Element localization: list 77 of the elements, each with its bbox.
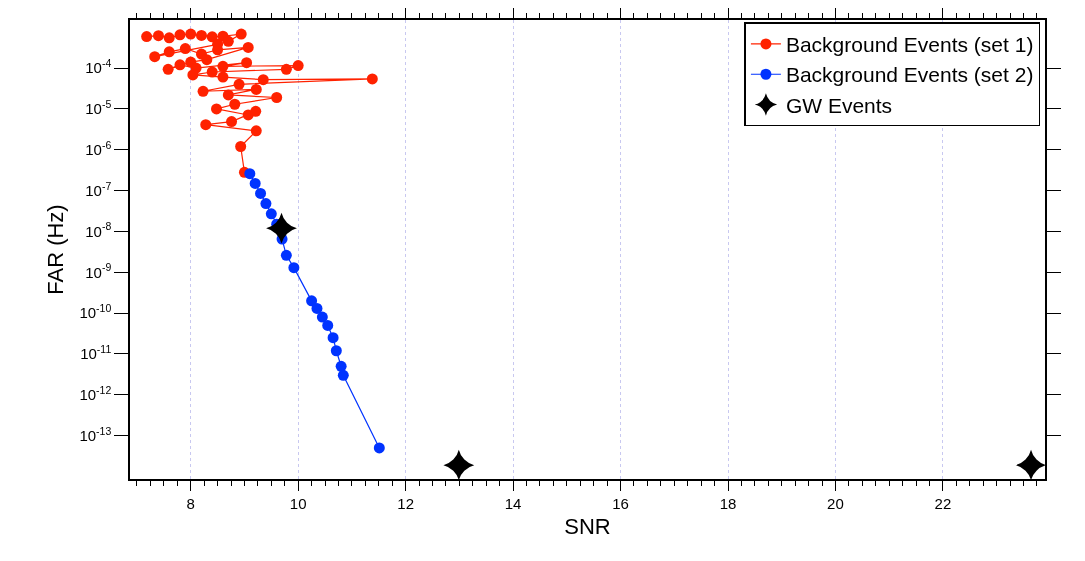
point <box>1015 449 1045 479</box>
x-axis-title: SNR <box>564 514 611 540</box>
x-tick-label: 22 <box>934 494 952 512</box>
point <box>235 141 247 152</box>
point <box>187 69 199 81</box>
point <box>174 59 186 71</box>
y-tick-label: 10$^{-13}$ <box>79 424 112 444</box>
y-tick-label: 10$^{-8}$ <box>85 220 112 240</box>
point <box>249 177 261 189</box>
point <box>222 35 234 47</box>
point <box>185 28 197 40</box>
y-tick-label: 10$^{-10}$ <box>79 302 112 322</box>
point <box>250 105 262 117</box>
point <box>260 198 272 210</box>
y-tick-label: 10$^{-11}$ <box>80 342 112 363</box>
x-tick-label: 12 <box>397 494 414 512</box>
point <box>179 43 191 55</box>
point <box>217 71 229 83</box>
y-tick-label: 10$^{-5}$ <box>85 97 112 118</box>
point <box>152 30 164 42</box>
y-tick-label: 10$^{-6}$ <box>85 138 112 158</box>
point <box>222 89 234 101</box>
point <box>292 60 304 72</box>
point <box>241 57 253 69</box>
y-tick-label: 10$^{-12}$ <box>79 383 112 404</box>
point <box>226 116 238 128</box>
legend-label: Background Events (set 1) <box>785 33 1034 57</box>
x-tick-label: 20 <box>827 494 844 512</box>
point <box>288 262 300 274</box>
point <box>255 187 267 199</box>
point <box>217 60 229 72</box>
point <box>197 85 209 97</box>
legend-label: GW Events <box>785 93 893 117</box>
point <box>141 31 153 43</box>
point <box>163 46 175 58</box>
point <box>250 83 262 95</box>
point <box>195 29 207 41</box>
point <box>327 332 339 344</box>
point <box>163 32 175 44</box>
point <box>149 51 161 63</box>
point <box>235 28 247 40</box>
x-tick-label: 10 <box>289 494 307 512</box>
point <box>316 311 328 323</box>
x-tick-label: 16 <box>612 494 629 512</box>
point <box>257 74 269 86</box>
point <box>373 442 385 454</box>
point <box>233 78 245 90</box>
point <box>311 302 323 314</box>
point <box>280 63 292 75</box>
point <box>280 249 292 261</box>
point <box>229 98 241 110</box>
point <box>200 119 212 131</box>
point <box>174 29 186 41</box>
point <box>266 212 297 244</box>
point <box>271 92 283 103</box>
point <box>366 73 378 85</box>
y-axis-title: FAR (Hz) <box>42 204 68 295</box>
point <box>443 449 475 479</box>
y-tick-label: 10$^{-4}$ <box>85 56 112 77</box>
point <box>211 103 222 115</box>
point <box>330 345 342 357</box>
point <box>337 369 349 381</box>
point <box>162 63 174 75</box>
point <box>242 41 254 53</box>
point <box>250 125 262 137</box>
point <box>244 168 256 180</box>
point <box>306 295 318 307</box>
point <box>201 54 213 66</box>
point <box>322 319 334 331</box>
y-tick-label: 10$^{-7}$ <box>85 179 112 199</box>
point <box>265 208 277 220</box>
y-tick-label: 10$^{-9}$ <box>85 261 112 281</box>
legend-label: Background Events (set 2) <box>785 63 1034 87</box>
x-tick-label: 18 <box>719 494 737 512</box>
x-tick-label: 14 <box>504 494 522 512</box>
x-tick-label: 8 <box>186 494 195 512</box>
point <box>206 66 218 78</box>
